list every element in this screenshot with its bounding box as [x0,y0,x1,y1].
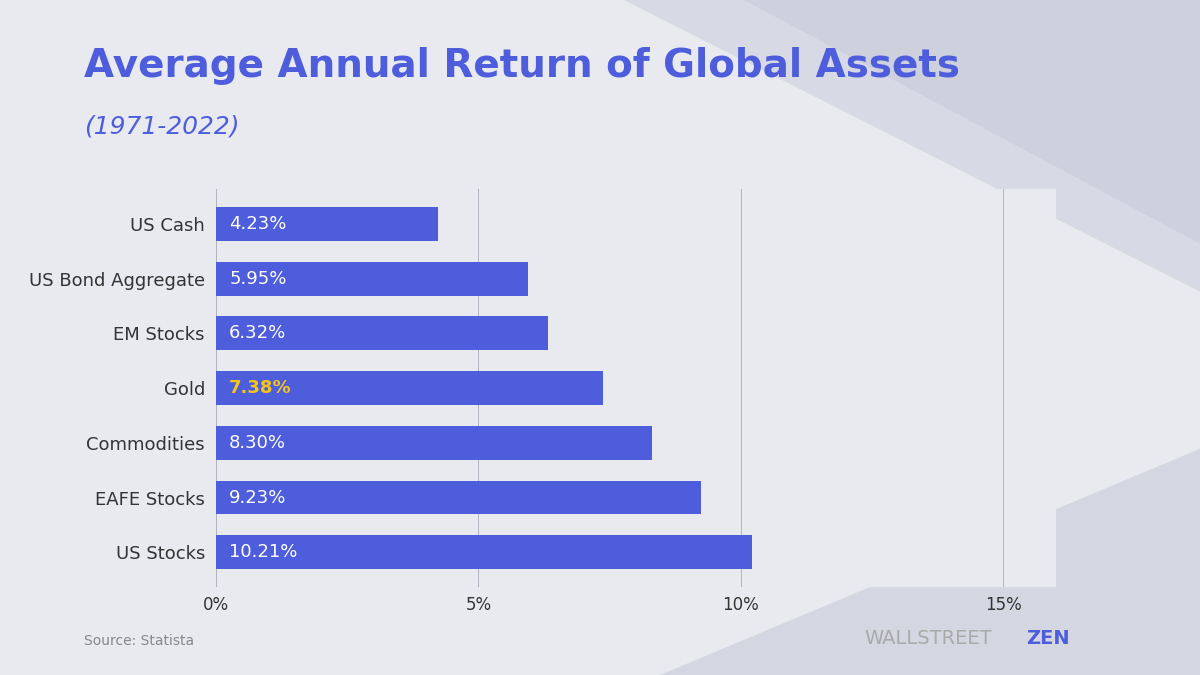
Text: ZEN: ZEN [1026,629,1069,648]
Text: Average Annual Return of Global Assets: Average Annual Return of Global Assets [84,47,960,85]
Text: 5.95%: 5.95% [229,270,287,288]
Text: 10.21%: 10.21% [229,543,298,561]
Bar [216,262,528,296]
Text: 8.30%: 8.30% [229,434,286,452]
Text: Source: Statista: Source: Statista [84,634,194,648]
Bar [216,207,438,241]
Bar [216,426,652,460]
Bar [216,317,547,350]
Text: (1971-2022): (1971-2022) [84,115,240,139]
Bar [216,535,752,569]
Text: 7.38%: 7.38% [229,379,292,397]
Text: 9.23%: 9.23% [229,489,287,506]
Bar [216,481,701,514]
Text: 6.32%: 6.32% [229,325,287,342]
Bar [216,371,604,405]
Text: 4.23%: 4.23% [229,215,287,233]
Text: WALLSTREET: WALLSTREET [864,629,991,648]
